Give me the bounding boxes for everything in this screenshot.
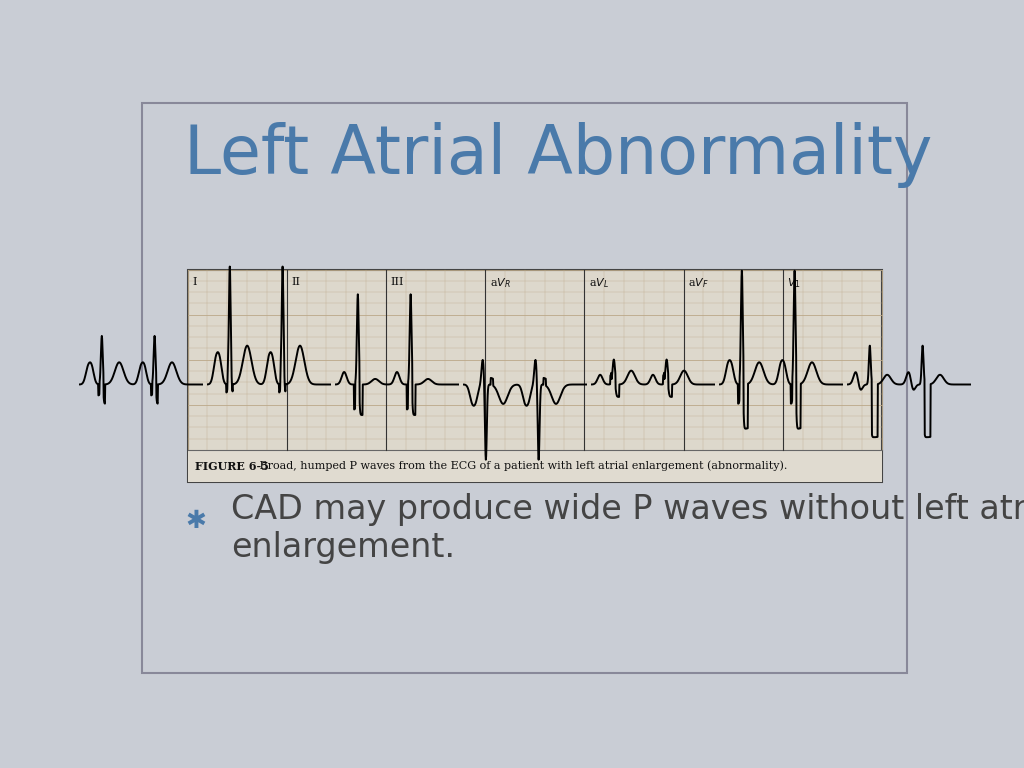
Text: ✱: ✱	[185, 509, 206, 533]
Text: $V_1$: $V_1$	[787, 276, 802, 290]
Bar	[187, 270, 882, 482]
Text: Left Atrial Abnormality: Left Atrial Abnormality	[183, 121, 932, 187]
Text: FIGURE 6-5: FIGURE 6-5	[196, 461, 269, 472]
Text: enlargement.: enlargement.	[231, 531, 456, 564]
Text: a$V_L$: a$V_L$	[589, 276, 609, 290]
Bar	[187, 450, 882, 482]
Text: Broad, humped P waves from the ECG of a patient with left atrial enlargement (ab: Broad, humped P waves from the ECG of a …	[250, 461, 787, 472]
Text: II: II	[292, 276, 300, 286]
Text: I: I	[193, 276, 197, 286]
Text: CAD may produce wide P waves without left atrial: CAD may produce wide P waves without lef…	[231, 492, 1024, 525]
Text: a$V_R$: a$V_R$	[489, 276, 511, 290]
Text: III: III	[391, 276, 404, 286]
Text: a$V_F$: a$V_F$	[688, 276, 709, 290]
